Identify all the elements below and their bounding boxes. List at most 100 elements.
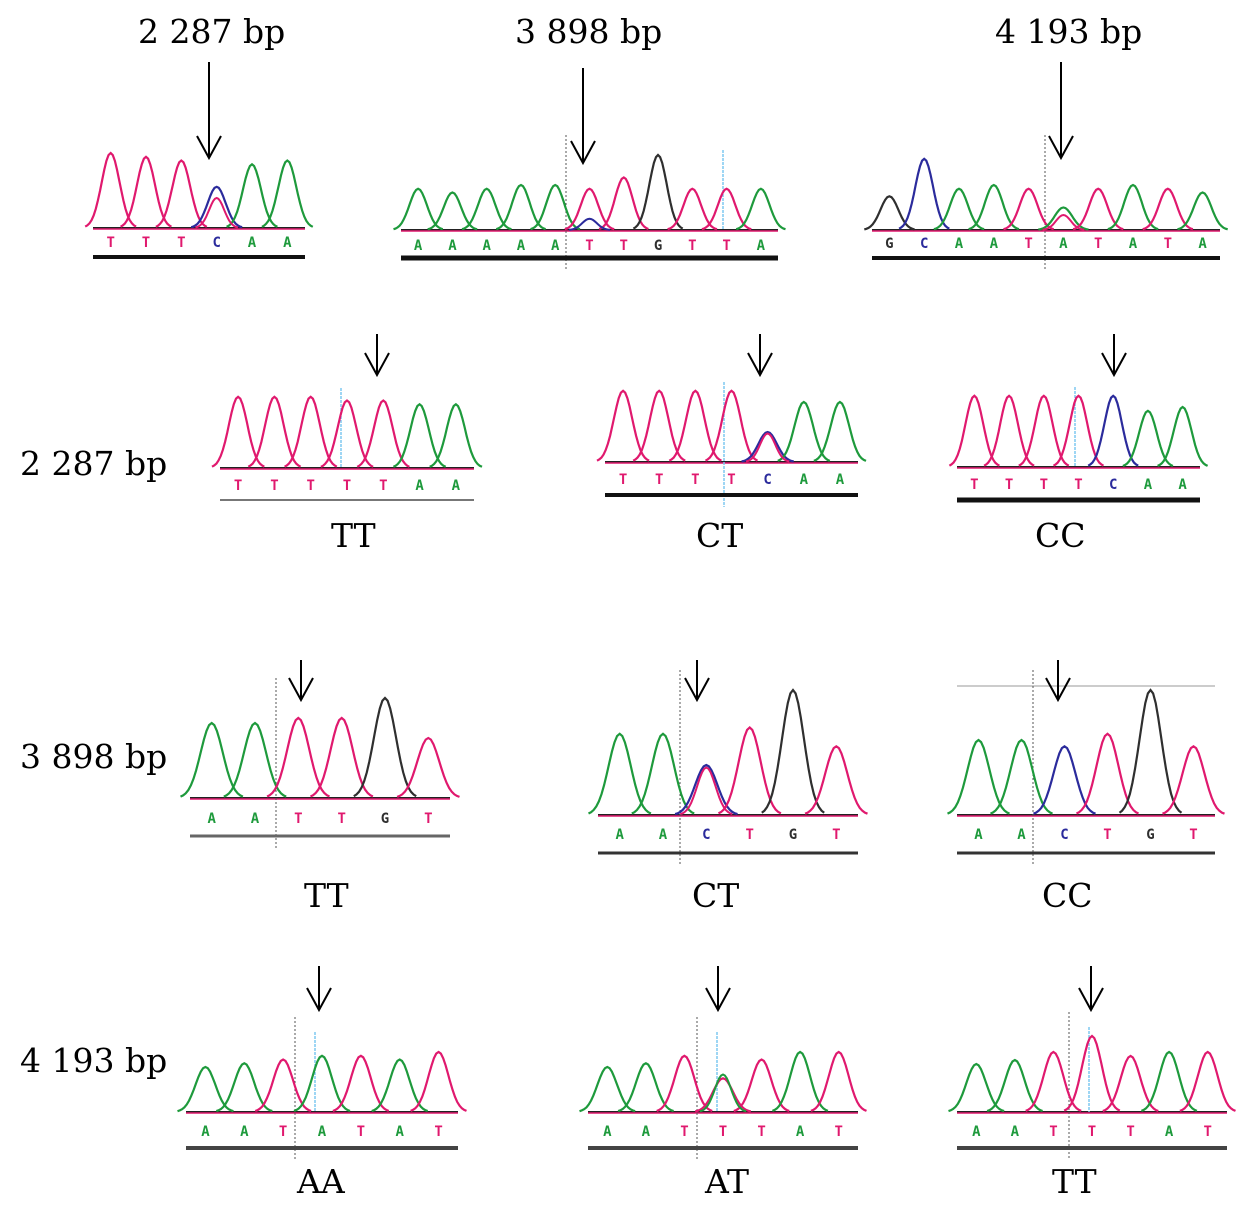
base-call-T: T	[1203, 1124, 1211, 1140]
peak-A	[990, 738, 1053, 815]
genotype-label: CC	[1042, 876, 1093, 915]
peak-T	[983, 394, 1035, 467]
peak-T	[332, 1054, 390, 1113]
base-call-A: A	[283, 235, 292, 251]
base-call-T: T	[1126, 1124, 1134, 1140]
peak-G	[1118, 688, 1183, 814]
base-call-T: T	[106, 235, 114, 251]
base-call-T: T	[722, 238, 730, 254]
arrow-down-icon	[1045, 677, 1071, 703]
secondary-peak-T	[745, 432, 790, 463]
row-label-2287: 2 287 bp	[20, 444, 168, 483]
peak-A	[1157, 405, 1209, 467]
secondary-peak-T	[679, 766, 733, 816]
base-call-A: A	[1178, 477, 1187, 493]
base-call-G: G	[789, 827, 797, 843]
peak-T	[356, 399, 410, 468]
row-label-4193: 4 193 bp	[20, 1041, 168, 1080]
peak-T	[717, 726, 782, 815]
base-call-T: T	[357, 1124, 365, 1140]
base-call-A: A	[972, 1124, 981, 1140]
peak-C	[190, 185, 243, 229]
peak-T	[211, 395, 265, 468]
base-call-T: T	[142, 235, 150, 251]
base-call-A: A	[1017, 827, 1026, 843]
base-call-T: T	[434, 1124, 442, 1140]
peak-T	[810, 1050, 867, 1112]
base-call-T: T	[620, 238, 628, 254]
base-call-A: A	[452, 478, 461, 494]
peak-A	[393, 187, 444, 231]
peak-T	[694, 1077, 752, 1113]
base-call-A: A	[240, 1124, 249, 1140]
peak-T	[396, 736, 460, 798]
arrow-down-icon	[1101, 352, 1127, 378]
base-call-T: T	[1049, 1124, 1057, 1140]
base-call-T: T	[1164, 236, 1172, 252]
peak-T	[668, 389, 722, 462]
base-call-A: A	[414, 238, 423, 254]
peak-T	[120, 155, 172, 228]
base-call-A: A	[1144, 477, 1153, 493]
base-call-C: C	[1060, 827, 1068, 843]
base-call-T: T	[970, 477, 978, 493]
arrow-down-icon	[684, 677, 710, 703]
peak-T	[1003, 187, 1055, 231]
base-call-G: G	[1146, 827, 1154, 843]
base-call-A: A	[551, 238, 560, 254]
peak-A	[223, 721, 287, 798]
base-call-C: C	[1109, 477, 1117, 493]
peak-A	[1177, 191, 1229, 231]
peak-T	[247, 395, 302, 468]
arrow-down-icon	[1048, 135, 1074, 161]
base-call-A: A	[318, 1124, 327, 1140]
base-call-T: T	[234, 478, 242, 494]
base-call-A: A	[659, 827, 668, 843]
base-call-A: A	[955, 236, 964, 252]
peak-T	[1063, 1034, 1121, 1112]
peak-C	[674, 763, 738, 816]
peak-T	[1142, 187, 1194, 231]
genotype-label: AT	[705, 1162, 750, 1201]
peak-G	[632, 153, 684, 230]
secondary-peak-T	[1042, 213, 1085, 231]
base-call-A: A	[201, 1124, 210, 1140]
peak-G	[353, 696, 417, 798]
genotype-label: CT	[696, 516, 744, 555]
peak-A	[777, 400, 831, 462]
base-call-T: T	[1103, 827, 1111, 843]
base-call-T: T	[1088, 1124, 1096, 1140]
peak-C	[1087, 394, 1139, 467]
base-call-A: A	[642, 1124, 651, 1140]
base-call-A: A	[796, 1124, 805, 1140]
arrow-down-icon	[196, 135, 222, 161]
peak-T	[1052, 394, 1105, 467]
peak-A	[1107, 183, 1159, 231]
base-call-T: T	[585, 238, 593, 254]
base-call-T: T	[719, 1124, 727, 1140]
arrow-down-icon	[288, 677, 314, 703]
peak-T	[701, 187, 752, 231]
peak-T	[632, 389, 686, 462]
peak-T	[1018, 394, 1070, 467]
base-call-T: T	[680, 1124, 688, 1140]
base-call-T: T	[379, 478, 387, 494]
base-call-A: A	[251, 811, 260, 827]
base-call-T: T	[688, 238, 696, 254]
base-call-T: T	[177, 235, 185, 251]
genotype-label: AA	[297, 1162, 345, 1201]
arrow-down-icon	[705, 987, 731, 1013]
base-call-T: T	[757, 1124, 765, 1140]
peak-T	[656, 1054, 713, 1113]
base-call-T: T	[655, 472, 663, 488]
base-call-T: T	[424, 811, 432, 827]
base-call-A: A	[1129, 236, 1138, 252]
genotype-label: CT	[692, 876, 740, 915]
base-call-A: A	[615, 827, 624, 843]
base-call-T: T	[691, 472, 699, 488]
base-call-A: A	[482, 238, 491, 254]
base-call-T: T	[279, 1124, 287, 1140]
arrow-down-icon	[364, 352, 390, 378]
base-call-A: A	[1059, 236, 1068, 252]
base-call-T: T	[306, 478, 314, 494]
